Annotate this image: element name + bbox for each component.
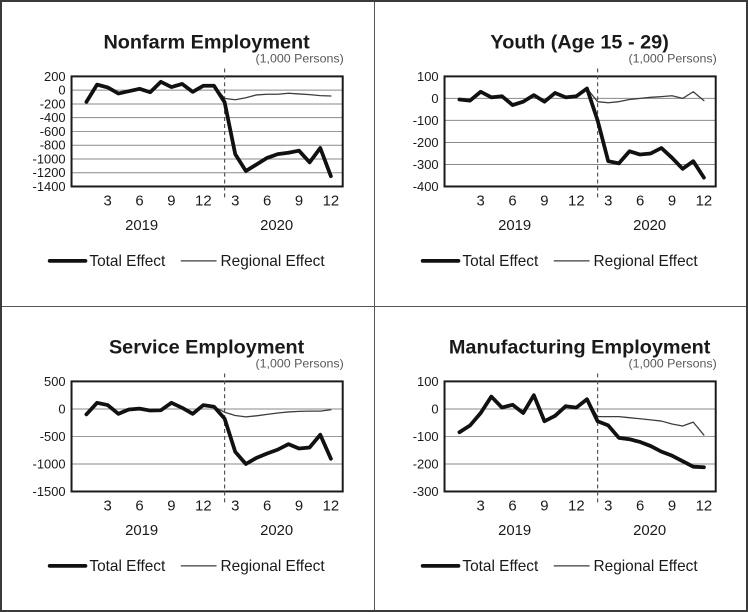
x-axis-tick-label: 6 xyxy=(135,193,143,209)
legend-regional-effect-label: Regional Effect xyxy=(221,253,326,270)
y-axis-tick-label: -1500 xyxy=(33,483,66,498)
x-axis-tick-label: 9 xyxy=(667,498,675,514)
year-label: 2020 xyxy=(633,523,666,539)
y-axis-tick-label: -1400 xyxy=(33,179,66,194)
chart-panel-nonfarm-employment: 200 0 -200 -400 -600 -800 -1000 -1200 -1400 3 6 9 12… xyxy=(2,2,374,306)
year-label: 2020 xyxy=(633,218,666,234)
y-axis-tick-label: -300 xyxy=(412,157,438,172)
total-effect-line xyxy=(84,400,333,466)
x-axis-tick-label: 12 xyxy=(695,193,712,209)
x-axis-tick-label: 3 xyxy=(231,193,239,209)
x-axis-tick-label: 9 xyxy=(295,193,303,209)
x-axis-tick-label: 3 xyxy=(476,193,484,209)
x-axis-tick-label: 3 xyxy=(104,193,112,209)
chart-unit-label: (1,000 Persons) xyxy=(255,52,343,66)
y-axis-tick-label: -500 xyxy=(40,428,66,443)
legend-regional-effect-label: Regional Effect xyxy=(593,557,698,574)
y-axis-tick-label: 500 xyxy=(44,373,66,388)
y-axis-tick-label: -1000 xyxy=(33,151,66,166)
legend-total-effect-label: Total Effect xyxy=(89,253,166,270)
x-axis-tick-label: 9 xyxy=(540,193,548,209)
legend-regional-effect-label: Regional Effect xyxy=(593,253,698,270)
year-label: 2019 xyxy=(125,523,158,539)
total-effect-line xyxy=(457,86,706,180)
chart-svg: 500 0 -500 -1000 -1500 3 6 9 12 3 6 9 12 2019 2020 Serv… xyxy=(33,336,344,574)
chart-unit-label: (1,000 Persons) xyxy=(628,52,716,66)
x-axis-tick-label: 9 xyxy=(667,193,675,209)
x-axis-tick-label: 12 xyxy=(323,193,340,209)
year-label: 2019 xyxy=(498,523,531,539)
x-axis-tick-label: 6 xyxy=(508,498,516,514)
chart-svg: 100 0 -100 -200 -300 -400 3 6 9 12 3 6 9 12 2019 2020 Yo… xyxy=(412,32,717,270)
legend-total-effect-label: Total Effect xyxy=(89,557,166,574)
y-axis-tick-label: -800 xyxy=(40,138,66,153)
plot-frame xyxy=(443,379,717,492)
x-axis-tick-label: 6 xyxy=(263,498,271,514)
y-axis-tick-label: -100 xyxy=(412,428,438,443)
x-axis-tick-label: 9 xyxy=(540,498,548,514)
y-axis-tick-label: -300 xyxy=(412,483,438,498)
plot-frame xyxy=(443,75,717,188)
total-effect-line xyxy=(457,392,706,469)
x-axis-tick-label: 9 xyxy=(167,498,175,514)
x-axis-tick-label: 6 xyxy=(135,498,143,514)
plot-frame xyxy=(70,379,344,492)
chart-title: Manufacturing Employment xyxy=(448,336,710,358)
x-axis-tick-label: 6 xyxy=(635,498,643,514)
total-effect-line xyxy=(84,79,333,179)
y-axis-tick-label: -1200 xyxy=(33,165,66,180)
x-axis-tick-label: 12 xyxy=(195,498,212,514)
y-axis-tick-label: -100 xyxy=(412,113,438,128)
chart-title: Youth (Age 15 - 29) xyxy=(490,32,668,54)
x-axis-tick-label: 3 xyxy=(104,498,112,514)
legend-total-effect-label: Total Effect xyxy=(462,253,539,270)
y-axis-tick-label: -200 xyxy=(40,96,66,111)
chart-title: Service Employment xyxy=(109,336,305,358)
y-axis-tick-label: -200 xyxy=(412,456,438,471)
y-axis-tick-label: 0 xyxy=(58,83,65,98)
x-axis-tick-label: 6 xyxy=(263,193,271,209)
x-axis-tick-label: 9 xyxy=(295,498,303,514)
chart-svg: 100 0 -100 -200 -300 3 6 9 12 3 6 9 12 2019 2020 Manufa… xyxy=(412,336,717,574)
x-axis-tick-label: 12 xyxy=(195,193,212,209)
x-axis-tick-label: 3 xyxy=(476,498,484,514)
y-axis-tick-label: 100 xyxy=(417,373,439,388)
x-axis-tick-label: 3 xyxy=(604,193,612,209)
x-axis-tick-label: 12 xyxy=(323,498,340,514)
year-label: 2020 xyxy=(260,523,293,539)
x-axis-tick-label: 3 xyxy=(604,498,612,514)
chart-unit-label: (1,000 Persons) xyxy=(255,356,343,370)
y-axis-tick-label: 0 xyxy=(58,401,65,416)
y-axis-tick-label: 100 xyxy=(417,69,439,84)
y-axis-tick-label: 200 xyxy=(44,69,66,84)
chart-panel-service-employment: 500 0 -500 -1000 -1500 3 6 9 12 3 6 9 12 2019 2020 Serv… xyxy=(2,306,374,610)
y-axis-tick-label: -600 xyxy=(40,124,66,139)
year-label: 2020 xyxy=(260,218,293,234)
chart-panel-manufacturing-employment: 100 0 -100 -200 -300 3 6 9 12 3 6 9 12 2019 2020 Manufa… xyxy=(374,306,746,610)
y-axis-tick-label: 0 xyxy=(431,91,438,106)
y-axis-tick-label: -400 xyxy=(412,179,438,194)
x-axis-tick-label: 6 xyxy=(508,193,516,209)
plot-frame xyxy=(70,75,344,188)
chart-panel-youth: 100 0 -100 -200 -300 -400 3 6 9 12 3 6 9 12 2019 2020 Yo… xyxy=(374,2,746,306)
x-axis-tick-label: 6 xyxy=(635,193,643,209)
y-axis-tick-label: -400 xyxy=(40,110,66,125)
y-axis-tick-label: -200 xyxy=(412,135,438,150)
chart-unit-label: (1,000 Persons) xyxy=(628,356,716,370)
x-axis-tick-label: 12 xyxy=(568,193,585,209)
y-axis-tick-label: -1000 xyxy=(33,456,66,471)
year-label: 2019 xyxy=(125,218,158,234)
chart-title: Nonfarm Employment xyxy=(103,32,310,54)
x-axis-tick-label: 12 xyxy=(695,498,712,514)
year-label: 2019 xyxy=(498,218,531,234)
legend-regional-effect-label: Regional Effect xyxy=(221,557,326,574)
x-axis-tick-label: 3 xyxy=(231,498,239,514)
y-axis-tick-label: 0 xyxy=(431,401,438,416)
x-axis-tick-label: 12 xyxy=(568,498,585,514)
x-axis-tick-label: 9 xyxy=(167,193,175,209)
legend-total-effect-label: Total Effect xyxy=(462,557,539,574)
